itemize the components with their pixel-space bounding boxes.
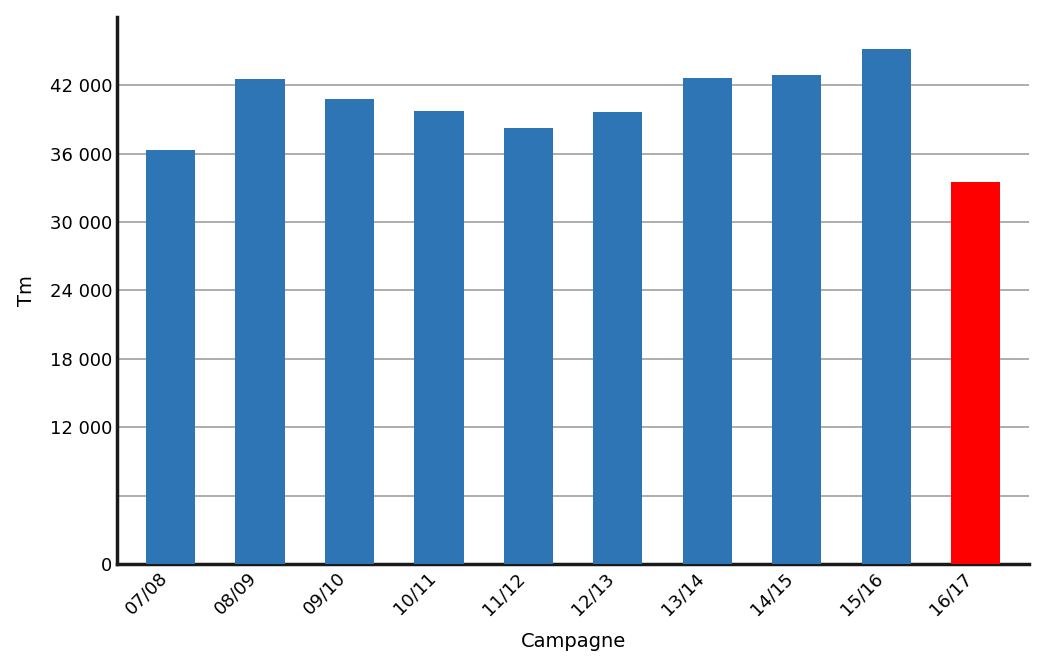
Bar (146, 150, 196, 564)
Bar (593, 112, 642, 564)
Bar (235, 79, 285, 564)
Bar (951, 182, 1000, 564)
Bar (683, 78, 732, 564)
X-axis label: Campagne: Campagne (521, 633, 626, 651)
Bar (862, 49, 911, 564)
Bar (504, 128, 553, 564)
Bar (414, 112, 463, 564)
Y-axis label: Tm: Tm (17, 275, 36, 306)
Bar (772, 75, 821, 564)
Bar (325, 99, 374, 564)
